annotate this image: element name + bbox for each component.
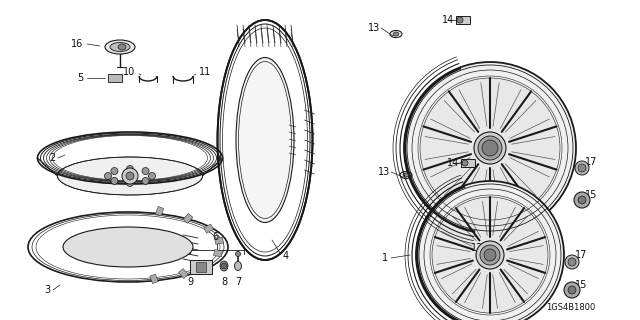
- Ellipse shape: [118, 44, 126, 50]
- Text: 4: 4: [283, 251, 289, 261]
- Ellipse shape: [105, 40, 135, 54]
- Text: 17: 17: [575, 250, 588, 260]
- Bar: [214, 237, 223, 244]
- Circle shape: [574, 192, 590, 208]
- Text: 11: 11: [199, 67, 211, 77]
- Circle shape: [221, 263, 227, 269]
- Ellipse shape: [393, 32, 399, 36]
- Text: 1GS4B1800: 1GS4B1800: [546, 303, 595, 312]
- Text: 14: 14: [447, 158, 460, 168]
- Text: 15: 15: [585, 190, 597, 200]
- Circle shape: [142, 178, 149, 184]
- Circle shape: [404, 62, 576, 234]
- Circle shape: [478, 136, 502, 160]
- Circle shape: [111, 178, 118, 184]
- Text: 15: 15: [575, 280, 588, 290]
- Circle shape: [457, 17, 463, 23]
- Text: 13: 13: [368, 23, 380, 33]
- Text: 8: 8: [221, 277, 227, 287]
- Text: 6: 6: [212, 232, 218, 242]
- Circle shape: [127, 165, 134, 172]
- Circle shape: [236, 252, 241, 257]
- Circle shape: [122, 168, 138, 184]
- Ellipse shape: [234, 261, 241, 270]
- Circle shape: [416, 181, 564, 320]
- Bar: [204, 224, 214, 233]
- Circle shape: [568, 286, 576, 294]
- Circle shape: [575, 161, 589, 175]
- Bar: [108, 74, 122, 82]
- Text: 13: 13: [378, 167, 390, 177]
- Bar: [156, 206, 164, 216]
- Text: 1: 1: [382, 253, 388, 263]
- Circle shape: [484, 249, 496, 261]
- Ellipse shape: [403, 173, 409, 177]
- Circle shape: [432, 197, 548, 313]
- Circle shape: [568, 258, 576, 266]
- Circle shape: [476, 241, 504, 269]
- Ellipse shape: [218, 20, 312, 260]
- Text: 3: 3: [44, 285, 50, 295]
- Circle shape: [142, 168, 149, 174]
- Text: 2: 2: [49, 153, 55, 163]
- Bar: [461, 159, 475, 167]
- Circle shape: [127, 180, 134, 187]
- Circle shape: [420, 78, 560, 218]
- Ellipse shape: [236, 58, 294, 222]
- Bar: [201, 260, 211, 269]
- Text: 12: 12: [471, 243, 483, 253]
- Text: 9: 9: [187, 277, 193, 287]
- Circle shape: [462, 160, 468, 166]
- Circle shape: [564, 282, 580, 298]
- Text: 16: 16: [71, 39, 83, 49]
- Ellipse shape: [58, 157, 202, 195]
- Bar: [214, 250, 223, 257]
- Bar: [179, 268, 188, 278]
- Text: 7: 7: [235, 277, 241, 287]
- Circle shape: [148, 172, 156, 180]
- Ellipse shape: [63, 227, 193, 267]
- Circle shape: [126, 172, 134, 180]
- Text: 14: 14: [442, 15, 454, 25]
- Circle shape: [480, 245, 500, 265]
- Bar: [456, 16, 470, 24]
- Text: 17: 17: [585, 157, 597, 167]
- Circle shape: [111, 168, 118, 174]
- Circle shape: [578, 196, 586, 204]
- Bar: [150, 274, 158, 284]
- Circle shape: [565, 255, 579, 269]
- Circle shape: [482, 140, 498, 156]
- Circle shape: [474, 132, 506, 164]
- Ellipse shape: [110, 43, 130, 52]
- Ellipse shape: [28, 212, 228, 282]
- Ellipse shape: [220, 261, 228, 271]
- Bar: [190, 260, 212, 274]
- Bar: [196, 262, 206, 272]
- Circle shape: [104, 172, 111, 180]
- Circle shape: [578, 164, 586, 172]
- Text: 5: 5: [77, 73, 83, 83]
- Bar: [183, 213, 193, 223]
- Text: 10: 10: [123, 67, 135, 77]
